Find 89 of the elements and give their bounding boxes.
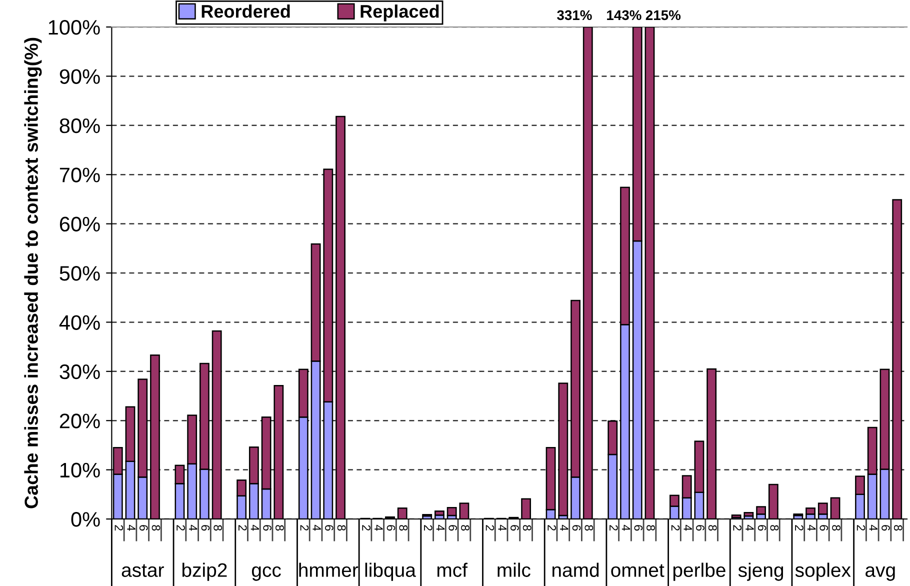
x-tick-label: 6 xyxy=(510,525,519,531)
x-tick-label: 8 xyxy=(152,525,160,531)
x-tick-label: 4 xyxy=(127,524,136,531)
text: libqua xyxy=(365,562,416,581)
bar xyxy=(818,502,828,515)
x-tick-label: 6 xyxy=(139,525,148,531)
x-tick-label: 4 xyxy=(746,524,754,531)
x-tick-label: 4 xyxy=(684,524,692,531)
text: soplex xyxy=(795,562,851,581)
y-tick-label: 30% xyxy=(60,364,100,380)
x-tick-label: 6 xyxy=(448,525,458,531)
y-axis-title: Cache misses increased due to context switching(%) xyxy=(24,38,42,508)
x-tick-label: 4 xyxy=(622,524,630,531)
y-tick-label: 60% xyxy=(60,216,100,232)
x-tick-label: 4 xyxy=(374,524,383,531)
x-tick-label: 6 xyxy=(882,525,890,531)
x-tick-label: 8 xyxy=(399,525,408,531)
text: mcf xyxy=(437,562,468,577)
x-tick-label: 8 xyxy=(214,525,222,531)
bar xyxy=(744,512,754,517)
x-tick-label: 2 xyxy=(176,525,185,531)
text: bzip2 xyxy=(182,562,227,581)
text: hmmer xyxy=(299,562,358,577)
y-tick-label: 90% xyxy=(60,69,100,84)
x-tick-label: 6 xyxy=(634,525,643,531)
x-tick-label: 6 xyxy=(386,525,396,531)
x-tick-label: 8 xyxy=(894,525,902,531)
y-tick-label: 0% xyxy=(71,512,100,527)
x-tick-label: 4 xyxy=(312,524,321,531)
x-tick-label: 4 xyxy=(250,524,260,531)
y-tick-label: 40% xyxy=(59,315,100,330)
x-tick-label: 8 xyxy=(832,525,840,531)
x-tick-label: 2 xyxy=(548,525,556,531)
text: sjeng xyxy=(738,562,784,581)
x-tick-label: 6 xyxy=(572,525,581,531)
x-tick-label: 2 xyxy=(362,525,370,531)
text: omnet xyxy=(611,564,664,577)
x-tick-label: 2 xyxy=(856,525,866,531)
x-tick-label: 2 xyxy=(300,525,309,531)
x-tick-label: 8 xyxy=(337,525,346,531)
x-tick-label: 8 xyxy=(584,525,594,531)
bar xyxy=(558,382,568,516)
x-tick-label: 4 xyxy=(498,524,506,531)
x-tick-label: 2 xyxy=(424,525,432,531)
x-tick-label: 2 xyxy=(610,525,618,531)
bar xyxy=(434,510,444,516)
x-tick-label: 6 xyxy=(201,525,210,531)
x-tick-label: 8 xyxy=(770,525,779,531)
bar xyxy=(446,507,457,516)
x-tick-label: 2 xyxy=(486,525,494,531)
x-tick-label: 2 xyxy=(238,525,247,531)
x-tick-label: 4 xyxy=(189,524,198,531)
x-tick-label: 6 xyxy=(758,525,766,531)
x-tick-label: 2 xyxy=(114,525,124,531)
text: perlbe xyxy=(673,562,726,581)
bar xyxy=(756,506,766,515)
y-tick-label: 100% xyxy=(48,20,100,35)
x-tick-label: 8 xyxy=(646,525,655,531)
y-tick-label: 80% xyxy=(60,118,100,134)
x-tick-label: 6 xyxy=(696,525,704,531)
legend-label: Replaced xyxy=(360,4,439,22)
x-tick-label: 2 xyxy=(671,525,680,531)
x-tick-label: 8 xyxy=(276,525,284,531)
text: 331% xyxy=(557,10,592,20)
x-tick-label: 6 xyxy=(263,525,272,531)
y-tick-label: 10% xyxy=(60,462,100,478)
x-tick-label: 8 xyxy=(708,525,717,531)
x-tick-label: 4 xyxy=(807,524,816,531)
text: namd xyxy=(552,562,599,577)
text: astar xyxy=(122,564,164,577)
y-tick-label: 20% xyxy=(60,414,100,428)
x-tick-label: 4 xyxy=(436,524,445,531)
legend-label: Reordered xyxy=(202,4,290,18)
x-tick-label: 6 xyxy=(324,525,334,531)
x-tick-label: 2 xyxy=(733,525,742,531)
x-tick-label: 8 xyxy=(461,525,470,531)
x-tick-label: 6 xyxy=(820,525,828,531)
x-tick-label: 4 xyxy=(869,524,878,531)
text: gcc xyxy=(252,566,281,581)
y-tick-label: 70% xyxy=(60,168,100,182)
y-tick-label: 50% xyxy=(60,266,100,281)
x-tick-label: 2 xyxy=(795,525,804,531)
text: avg xyxy=(866,566,895,581)
x-tick-label: 4 xyxy=(560,524,568,531)
text: milc xyxy=(498,562,530,577)
bar xyxy=(806,508,816,515)
text: 143% xyxy=(607,10,642,20)
x-tick-label: 8 xyxy=(522,525,532,531)
text: 215% xyxy=(646,10,681,20)
